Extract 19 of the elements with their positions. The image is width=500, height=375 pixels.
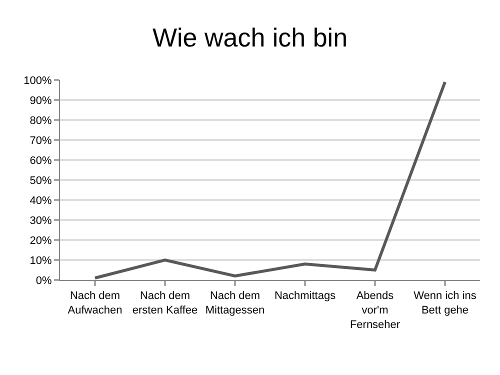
x-tick-label: Wenn ich ins Bett gehe [414,290,477,316]
x-tick-label: Nach dem Mittagessen [205,290,265,316]
chart-title: Wie wach ich bin [152,22,348,53]
line-series [94,80,446,280]
y-tick-label: 10% [30,254,52,267]
y-tick-label: 30% [30,214,52,227]
x-tick-label: Abends vor'm Fernseher [350,290,400,331]
x-tick-label: Nach dem Aufwachen [68,290,122,316]
y-tick-label: 0% [36,274,52,287]
y-tick-label: 20% [30,234,52,247]
x-tick-label: Nachmittags [274,290,336,302]
y-tick-label: 50% [30,174,52,187]
y-tick-label: 60% [30,154,52,167]
x-tick-label: Nach dem ersten Kaffee [132,290,198,316]
y-tick-label: 80% [30,114,52,127]
y-tick-label: 100% [24,74,52,87]
y-tick-label: 40% [30,194,52,207]
y-tick-label: 70% [30,134,52,147]
y-tick-label: 90% [30,94,52,107]
